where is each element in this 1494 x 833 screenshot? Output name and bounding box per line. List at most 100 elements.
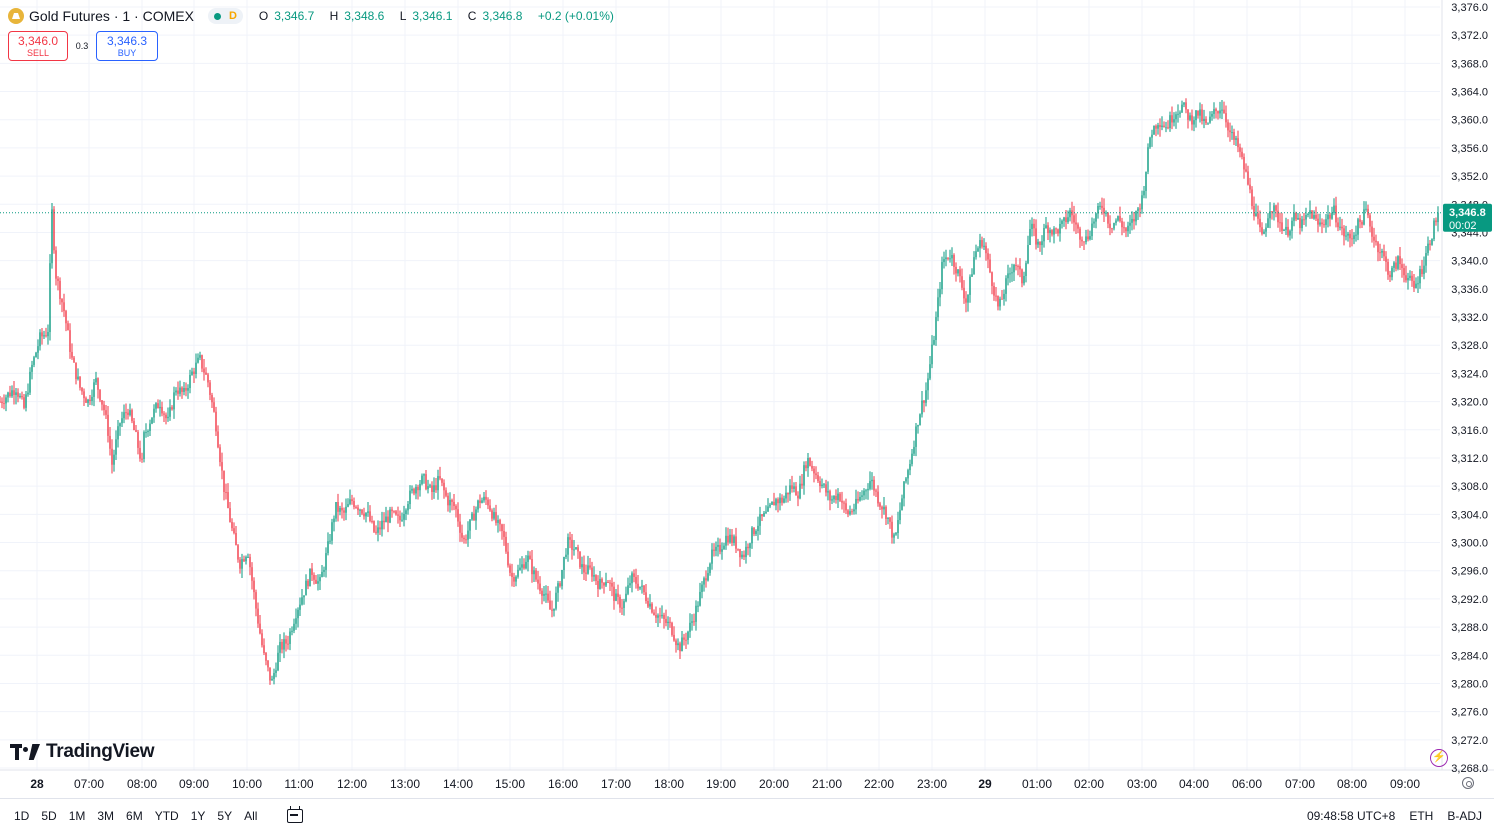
candle-body xyxy=(1081,239,1083,242)
sell-button[interactable]: 3,346.0 SELL xyxy=(8,31,68,61)
candle-body xyxy=(175,390,177,393)
candle-body xyxy=(95,378,97,383)
time-tick-label: 03:00 xyxy=(1127,777,1157,791)
time-tick-label: 18:00 xyxy=(654,777,684,791)
candle-body xyxy=(769,504,771,507)
candle-body xyxy=(0,401,1,403)
buy-button[interactable]: 3,346.3 BUY xyxy=(96,31,158,61)
range-button-1y[interactable]: 1Y xyxy=(190,809,206,823)
candle-body xyxy=(693,621,695,623)
range-button-3m[interactable]: 3M xyxy=(97,809,115,823)
price-tick-label: 3,368.0 xyxy=(1451,58,1488,70)
range-button-1m[interactable]: 1M xyxy=(68,809,86,823)
candle-body xyxy=(745,546,747,558)
candle-body xyxy=(1137,208,1139,211)
candle-body xyxy=(865,490,867,492)
candle-body xyxy=(21,395,23,398)
candle-body xyxy=(1275,205,1277,211)
time-tick-label: 22:00 xyxy=(864,777,894,791)
candle-body xyxy=(459,521,461,533)
candle-body xyxy=(919,414,921,426)
range-button-1d[interactable]: 1D xyxy=(14,809,30,823)
candle-body xyxy=(793,486,795,489)
candle-body xyxy=(1271,211,1273,213)
candle-body xyxy=(1159,125,1161,127)
candle-body xyxy=(851,511,853,513)
candle-body xyxy=(867,488,869,491)
range-button-ytd[interactable]: YTD xyxy=(154,809,179,823)
candle-body xyxy=(1263,231,1265,234)
settings-gear-icon[interactable] xyxy=(1462,777,1474,789)
candle-body xyxy=(581,564,583,568)
candle-body xyxy=(795,486,797,496)
candle-body xyxy=(221,462,223,471)
candle-body xyxy=(251,567,253,581)
candle-body xyxy=(787,492,789,495)
clock-readout[interactable]: 09:48:58 UTC+8 xyxy=(1306,809,1396,823)
candle-body xyxy=(1003,293,1005,299)
candle-body xyxy=(825,484,827,493)
candle-body xyxy=(1157,125,1159,129)
candle-body xyxy=(1123,227,1125,229)
candle-body xyxy=(1245,169,1247,172)
candle-body xyxy=(579,551,581,568)
candle-body xyxy=(99,389,101,401)
candle-body xyxy=(913,446,915,454)
range-button-all[interactable]: All xyxy=(244,809,258,823)
candle-body xyxy=(403,513,405,520)
candle-body xyxy=(1381,251,1383,253)
candle-body xyxy=(31,364,33,372)
candle-body xyxy=(393,511,395,513)
candle-body xyxy=(1135,210,1137,222)
candle-series xyxy=(0,98,1439,685)
candle-body xyxy=(1379,252,1381,254)
candle-body xyxy=(1107,212,1109,224)
candle-body xyxy=(1345,235,1347,237)
range-button-5d[interactable]: 5D xyxy=(41,809,57,823)
candle-body xyxy=(513,576,515,582)
candle-body xyxy=(531,559,533,575)
candle-body xyxy=(321,571,323,578)
candle-body xyxy=(1069,210,1071,218)
candle-body xyxy=(153,408,155,418)
candle-body xyxy=(901,498,903,511)
candle-body xyxy=(159,406,161,409)
candle-body xyxy=(47,332,49,337)
market-status-badge[interactable]: D xyxy=(207,8,243,24)
candle-body xyxy=(525,561,527,569)
time-tick-label: 29 xyxy=(978,777,992,791)
candle-body xyxy=(839,493,841,501)
session-button[interactable]: ETH xyxy=(1409,809,1434,823)
range-button-6m[interactable]: 6M xyxy=(126,809,143,823)
candle-body xyxy=(559,583,561,587)
candle-body xyxy=(139,447,141,459)
open-label: O xyxy=(258,9,269,23)
symbol-title[interactable]: Gold Futures · 1 · COMEX xyxy=(29,8,194,24)
candle-body xyxy=(1365,208,1367,210)
candle-body xyxy=(323,569,325,572)
candle-body xyxy=(933,339,935,345)
candle-body xyxy=(1129,222,1131,226)
candle-body xyxy=(473,513,475,521)
tradingview-logo[interactable]: TradingView xyxy=(10,741,155,763)
price-axis: 3,376.0 3,372.0 3,368.0 3,364.0 3,360.0 3,356… xyxy=(1451,2,1488,775)
candle-body xyxy=(667,621,669,624)
candle-body xyxy=(545,593,547,595)
buy-price: 3,346.3 xyxy=(106,33,148,48)
lightning-icon[interactable]: ⚡ xyxy=(1430,749,1448,767)
candle-body xyxy=(1423,265,1425,275)
candle-body xyxy=(927,378,929,391)
candle-body xyxy=(527,555,529,562)
candle-body xyxy=(71,351,73,358)
candle-body xyxy=(479,500,481,503)
range-button-5y[interactable]: 5Y xyxy=(217,809,233,823)
price-tick-label: 3,316.0 xyxy=(1451,425,1488,437)
candle-body xyxy=(237,545,239,560)
candle-body xyxy=(309,568,311,587)
adjustment-button[interactable]: B-ADJ xyxy=(1447,809,1482,823)
candle-body xyxy=(911,453,913,465)
candle-body xyxy=(1111,228,1113,230)
calendar-goto-icon[interactable] xyxy=(287,806,304,823)
price-tick-label: 3,280.0 xyxy=(1451,678,1488,690)
